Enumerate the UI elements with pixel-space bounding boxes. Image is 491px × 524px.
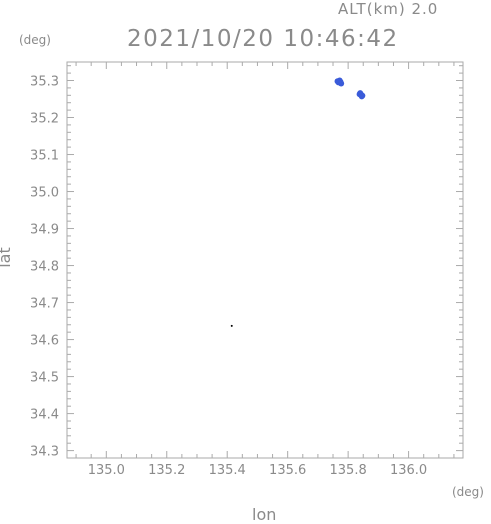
y-tick-label: 35.2 bbox=[30, 112, 59, 127]
x-axis-label: lon bbox=[252, 505, 277, 524]
y-tick-label: 34.7 bbox=[30, 297, 59, 312]
x-tick-label: 135.4 bbox=[209, 463, 246, 478]
timestamp-title: 2021/10/20 10:46:42 bbox=[127, 26, 399, 52]
x-tick-label: 136.0 bbox=[390, 463, 427, 478]
y-tick-label: 35.1 bbox=[30, 149, 59, 164]
x-tick-label: 135.0 bbox=[88, 463, 125, 478]
y-tick-label: 34.4 bbox=[30, 408, 59, 423]
y-tick-label: 34.8 bbox=[30, 260, 59, 275]
x-tick-label: 135.6 bbox=[269, 463, 306, 478]
data-point bbox=[358, 93, 365, 100]
y-tick-label: 34.3 bbox=[30, 445, 59, 460]
data-point bbox=[338, 80, 345, 87]
y-tick-label: 34.9 bbox=[30, 223, 59, 238]
altitude-label: ALT(km) 2.0 bbox=[338, 0, 439, 18]
x-tick-label: 135.8 bbox=[330, 463, 367, 478]
y-tick-label: 35.0 bbox=[30, 186, 59, 201]
y-tick-label: 35.3 bbox=[30, 75, 59, 90]
y-tick-label: 34.5 bbox=[30, 371, 59, 386]
y-tick-label: 34.6 bbox=[30, 334, 59, 349]
axis-ticks: 135.0 135.2 135.4 135.6 135.8 136.0 35.3 35.2 35… bbox=[30, 62, 463, 478]
plot-frame bbox=[66, 61, 464, 459]
data-points bbox=[230, 77, 366, 327]
x-tick-label: 135.2 bbox=[148, 463, 185, 478]
data-point bbox=[230, 324, 233, 327]
y-unit-label: (deg) bbox=[19, 33, 51, 47]
x-unit-label: (deg) bbox=[452, 485, 484, 499]
